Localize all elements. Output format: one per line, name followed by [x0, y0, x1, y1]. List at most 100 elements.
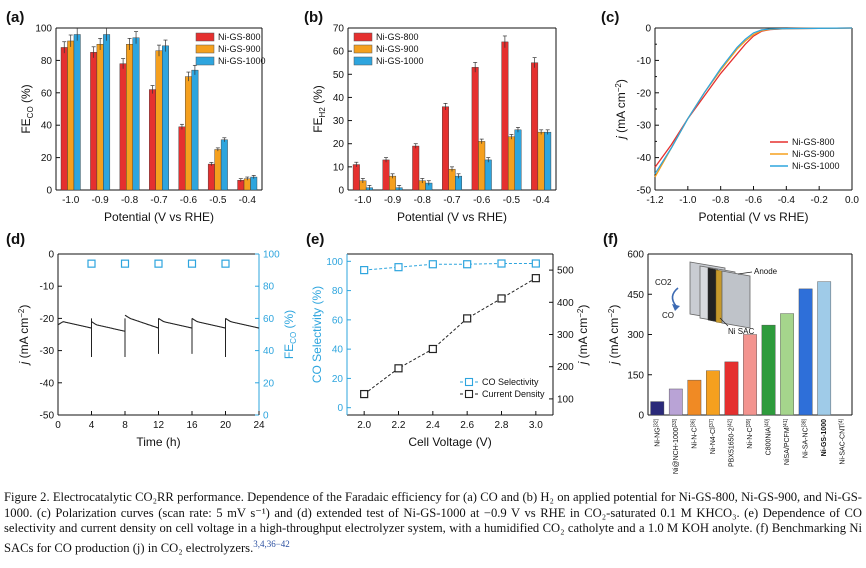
legend-label: Ni-GS-800	[792, 137, 835, 147]
panel-c: (c) 0 -10 -20 -30 -40 -50-1.2 -1.0 -0.8 -0.6 -0.4 -…	[601, 9, 859, 224]
x-tick-label: Ni@NCH-1000[33]	[672, 418, 680, 474]
series-marker	[497, 294, 506, 303]
x-tick-label: -0.2	[811, 195, 829, 206]
x-tick-ref: [4]	[839, 418, 845, 424]
x-tick-label: NiSA/PCFM[41]	[783, 418, 791, 465]
y-tick-label: 600	[627, 250, 644, 261]
y-tick-label: 100	[35, 24, 52, 35]
bar	[484, 159, 492, 191]
axis-label-close: )	[614, 79, 628, 83]
y-tick-label: 300	[627, 330, 644, 341]
y-tick-label: 0	[638, 411, 644, 422]
y-axis-label: j (mA cm−2)	[17, 305, 31, 367]
bar	[817, 281, 832, 416]
axis-label-tail: (%)	[19, 84, 33, 106]
x-tick-label: -1.0	[354, 195, 372, 206]
bar	[103, 34, 111, 191]
axis-label-tail: (%)	[282, 310, 296, 332]
panel-label: (a)	[6, 9, 24, 26]
series-line	[654, 27, 853, 175]
x-tick-label: Ni-N-C[39]	[746, 418, 754, 448]
x-tick-label: -0.9	[92, 195, 110, 206]
caption-refs: 3,4,36−42	[253, 538, 290, 549]
bar	[501, 41, 509, 191]
axis-label-main: FE	[282, 344, 296, 359]
y-axis-label: j (mA cm−2)	[614, 79, 628, 141]
current-trace	[158, 317, 193, 329]
current-trace	[91, 321, 126, 332]
legend-swatch	[195, 32, 215, 42]
bar	[761, 324, 776, 416]
y-tick-label: 20	[333, 139, 345, 150]
axis-label-main: FE	[19, 118, 33, 133]
panel-label: (c)	[601, 9, 619, 26]
x-tick-label: Ni-N4-Cl[37]	[709, 418, 717, 454]
electrolyzer-illustration: CO2 CO Anode Ni SAC	[655, 261, 778, 336]
bar	[214, 149, 222, 191]
x-tick-label: Ni-GS-1000	[821, 419, 828, 456]
current-trace	[191, 317, 226, 329]
x-tick-label: 24	[253, 420, 265, 431]
x-tick-label: PBX51650-2[42]	[727, 418, 735, 467]
y-tick-label: -50	[40, 411, 55, 422]
series-marker	[394, 364, 403, 373]
y-tick-label: -10	[637, 56, 652, 67]
label-co2: CO2	[655, 278, 672, 287]
y-tick-label: 0	[46, 186, 52, 197]
bar	[441, 106, 449, 191]
x-tick-label: -0.5	[503, 195, 521, 206]
caption-text: Figure 2. Electrocatalytic CO₂RR perform…	[4, 490, 862, 555]
y-axis-label: FEH2 (%)	[311, 85, 327, 133]
panel-label: (b)	[304, 9, 323, 26]
x-tick-label: -0.8	[414, 195, 432, 206]
series-marker	[360, 266, 369, 275]
x-tick-label: Ni-SA-NC[38]	[802, 418, 810, 458]
y-axis-label: j (mA cm−2)	[607, 305, 621, 367]
x-tick-label: -0.9	[384, 195, 402, 206]
catalyst-layer	[715, 269, 723, 324]
y-tick-label: -40	[40, 378, 55, 389]
legend-label: Ni-GS-800	[376, 32, 419, 42]
y-axis-label: FECO (%)	[19, 84, 35, 133]
bar	[132, 37, 140, 191]
y-tick-label: 20	[332, 374, 344, 385]
legend-label: Ni-GS-1000	[792, 161, 840, 171]
x-tick-ref: [40]	[765, 418, 771, 427]
x-tick-label: -0.6	[180, 195, 198, 206]
y-tick-label: 20	[41, 153, 53, 164]
axis-label-close: )	[607, 305, 621, 309]
bar	[798, 288, 813, 416]
leader-anode	[737, 271, 753, 275]
y2-tick-label: 20	[263, 378, 275, 389]
series-marker	[394, 263, 403, 272]
axis-label-sub: H2	[318, 107, 327, 118]
axis-label-sup: −2	[17, 308, 26, 318]
fe-marker	[187, 259, 197, 268]
bar	[60, 47, 68, 191]
x-tick-label: -0.6	[473, 195, 491, 206]
x-tick-label: -1.0	[679, 195, 697, 206]
y-axis-label: CO Selectivity (%)	[310, 286, 324, 383]
x-tick-label: 16	[186, 420, 198, 431]
y-tick-label: -10	[40, 282, 55, 293]
panel-a: (a) 0 20 40 60 80 100 -1.0 -0.9 -0.8 -0.7 -0.6 -0.5 -…	[6, 9, 266, 224]
y-tick-label: 40	[41, 121, 53, 132]
x-tick-label: -0.7	[150, 195, 168, 206]
axis-label-unit: (mA cm	[607, 318, 621, 362]
x-axis-label: Potential (V vs RHE)	[397, 210, 507, 224]
y-tick-label: 50	[333, 70, 345, 81]
x-axis-label: Potential (V vs RHE)	[104, 210, 214, 224]
series-marker	[463, 314, 472, 323]
x-tick-label: -0.7	[443, 195, 461, 206]
x-tick-main: Ni-SAC-CNT	[840, 424, 847, 465]
bar	[531, 62, 539, 191]
x-tick-main: Ni-N-C	[747, 427, 754, 448]
x-tick-label: C800NiA[40]	[765, 418, 773, 455]
x-tick-label: Ni-SAC-CNT[4]	[839, 418, 847, 464]
x-tick-label: 8	[122, 420, 128, 431]
y2-tick-label: 100	[557, 394, 574, 405]
bar	[352, 164, 360, 191]
x-axis-label: Potential (V vs RHE)	[698, 210, 808, 224]
y2-tick-label: 200	[557, 362, 574, 373]
bar	[162, 45, 169, 191]
